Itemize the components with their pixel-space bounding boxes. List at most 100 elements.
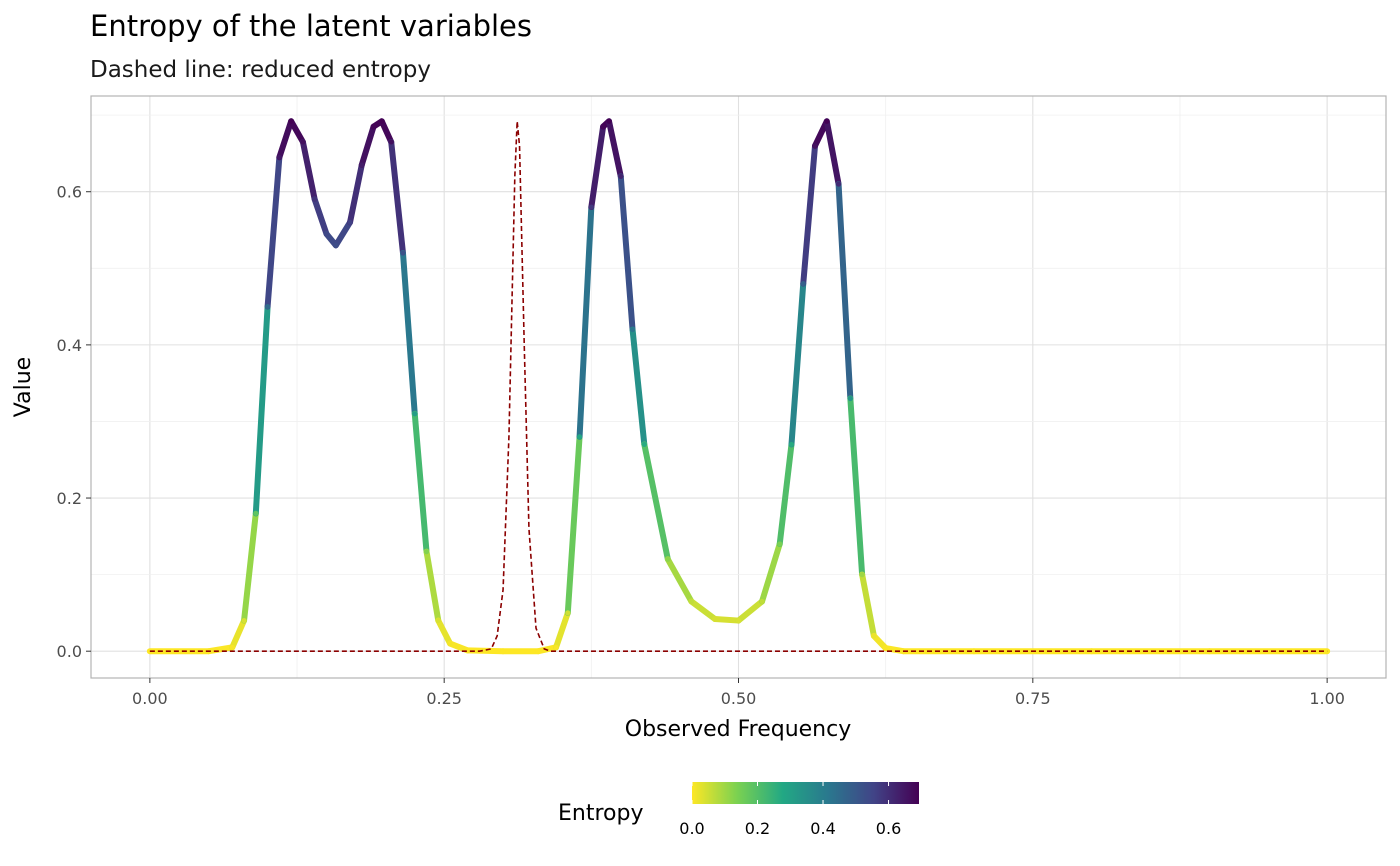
entropy-segment (447, 640, 471, 654)
entropy-segment (411, 410, 430, 555)
entropy-point (264, 303, 271, 310)
legend-tick-label: 0.6 (876, 819, 901, 838)
entropy-segment (759, 540, 783, 605)
entropy-point (800, 281, 806, 287)
entropy-point (500, 648, 506, 654)
axis-ticks: 0.00 0.25 0.50 0.75 1.00 0.0 0.2 0.4 0.6 (57, 183, 1345, 708)
entropy-segment (435, 617, 454, 647)
entropy-point (565, 610, 571, 616)
entropy-point (288, 118, 294, 124)
legend-colorbar (692, 782, 919, 804)
entropy-segment (606, 118, 624, 180)
entropy-segment (241, 510, 259, 624)
entropy-segment (264, 154, 283, 310)
entropy-point (629, 326, 636, 333)
entropy-point (347, 219, 353, 225)
x-tick-label: 1.00 (1309, 689, 1345, 708)
entropy-segment (205, 644, 236, 655)
entropy-point (835, 181, 842, 187)
entropy-segment (378, 118, 395, 145)
entropy-point (447, 640, 453, 647)
y-axis-title: Value (11, 357, 36, 417)
entropy-segment (423, 548, 442, 624)
entropy-point (588, 204, 594, 210)
entropy-point (229, 644, 235, 650)
entropy-point (712, 616, 718, 622)
entropy-point (535, 648, 541, 654)
entropy-point (824, 118, 830, 124)
entropy-point (665, 556, 671, 562)
entropy-point (400, 250, 406, 256)
data-series (146, 118, 1331, 655)
entropy-segment (847, 395, 866, 578)
entropy-point (576, 434, 583, 440)
entropy-point (323, 231, 330, 237)
entropy-segment (564, 433, 583, 616)
y-tick-label: 0.0 (57, 642, 82, 661)
entropy-segment (629, 326, 648, 448)
entropy-point (379, 118, 385, 124)
entropy-point (388, 139, 394, 145)
entropy-point (241, 617, 247, 624)
entropy-point (859, 572, 865, 578)
entropy-point (312, 196, 318, 202)
entropy-line (146, 118, 1331, 655)
entropy-segment (711, 616, 742, 624)
entropy-segment (788, 280, 807, 448)
entropy-point (435, 617, 441, 624)
entropy-point (423, 549, 430, 555)
legend-ticks: 0.0 0.2 0.4 0.6 (679, 782, 901, 838)
entropy-point (276, 154, 282, 160)
entropy-segment (823, 118, 842, 188)
entropy-segment (835, 181, 854, 402)
x-tick-label: 0.50 (721, 689, 757, 708)
entropy-point (847, 395, 853, 402)
entropy-segment (229, 617, 248, 651)
entropy-segment (576, 204, 595, 440)
entropy-point (370, 124, 377, 130)
entropy-segment (399, 249, 418, 417)
entropy-segment (641, 441, 671, 563)
entropy-segment (688, 598, 718, 623)
entropy-point (812, 143, 818, 149)
entropy-point (412, 411, 418, 417)
legend-tick-label: 0.2 (745, 819, 770, 838)
entropy-point (777, 541, 783, 547)
x-tick-label: 0.25 (426, 689, 462, 708)
entropy-segment (299, 138, 318, 203)
entropy-point (871, 633, 877, 639)
entropy-segment (859, 571, 877, 639)
entropy-segment (388, 138, 406, 256)
entropy-point (359, 162, 365, 168)
chart-title: Entropy of the latent variables (90, 9, 532, 43)
x-tick-label: 0.00 (132, 689, 168, 708)
entropy-segment (588, 123, 607, 211)
entropy-point (971, 648, 977, 654)
entropy-segment (776, 441, 795, 547)
entropy-point (600, 124, 606, 130)
entropy-segment (617, 173, 636, 333)
entropy-segment (553, 609, 571, 651)
entropy-segment (664, 556, 695, 605)
entropy-segment (347, 161, 365, 226)
entropy-point (735, 617, 742, 624)
entropy-segment (800, 142, 819, 287)
entropy-point (618, 173, 624, 180)
entropy-segment (735, 598, 766, 624)
entropy-point (688, 598, 695, 605)
chart-subtitle: Dashed line: reduced entropy (90, 57, 431, 83)
entropy-segment (288, 118, 306, 145)
legend-title: Entropy (558, 801, 643, 826)
x-tick-label: 0.75 (1015, 689, 1051, 708)
entropy-point (606, 118, 612, 124)
legend-tick-label: 0.0 (679, 819, 704, 838)
entropy-point (641, 441, 647, 448)
entropy-point (300, 139, 306, 145)
entropy-point (788, 441, 795, 448)
legend-tick-label: 0.4 (810, 819, 835, 838)
entropy-segment (311, 196, 330, 237)
y-tick-label: 0.6 (57, 183, 82, 202)
grid (91, 96, 1386, 678)
y-tick-label: 0.4 (57, 336, 82, 355)
